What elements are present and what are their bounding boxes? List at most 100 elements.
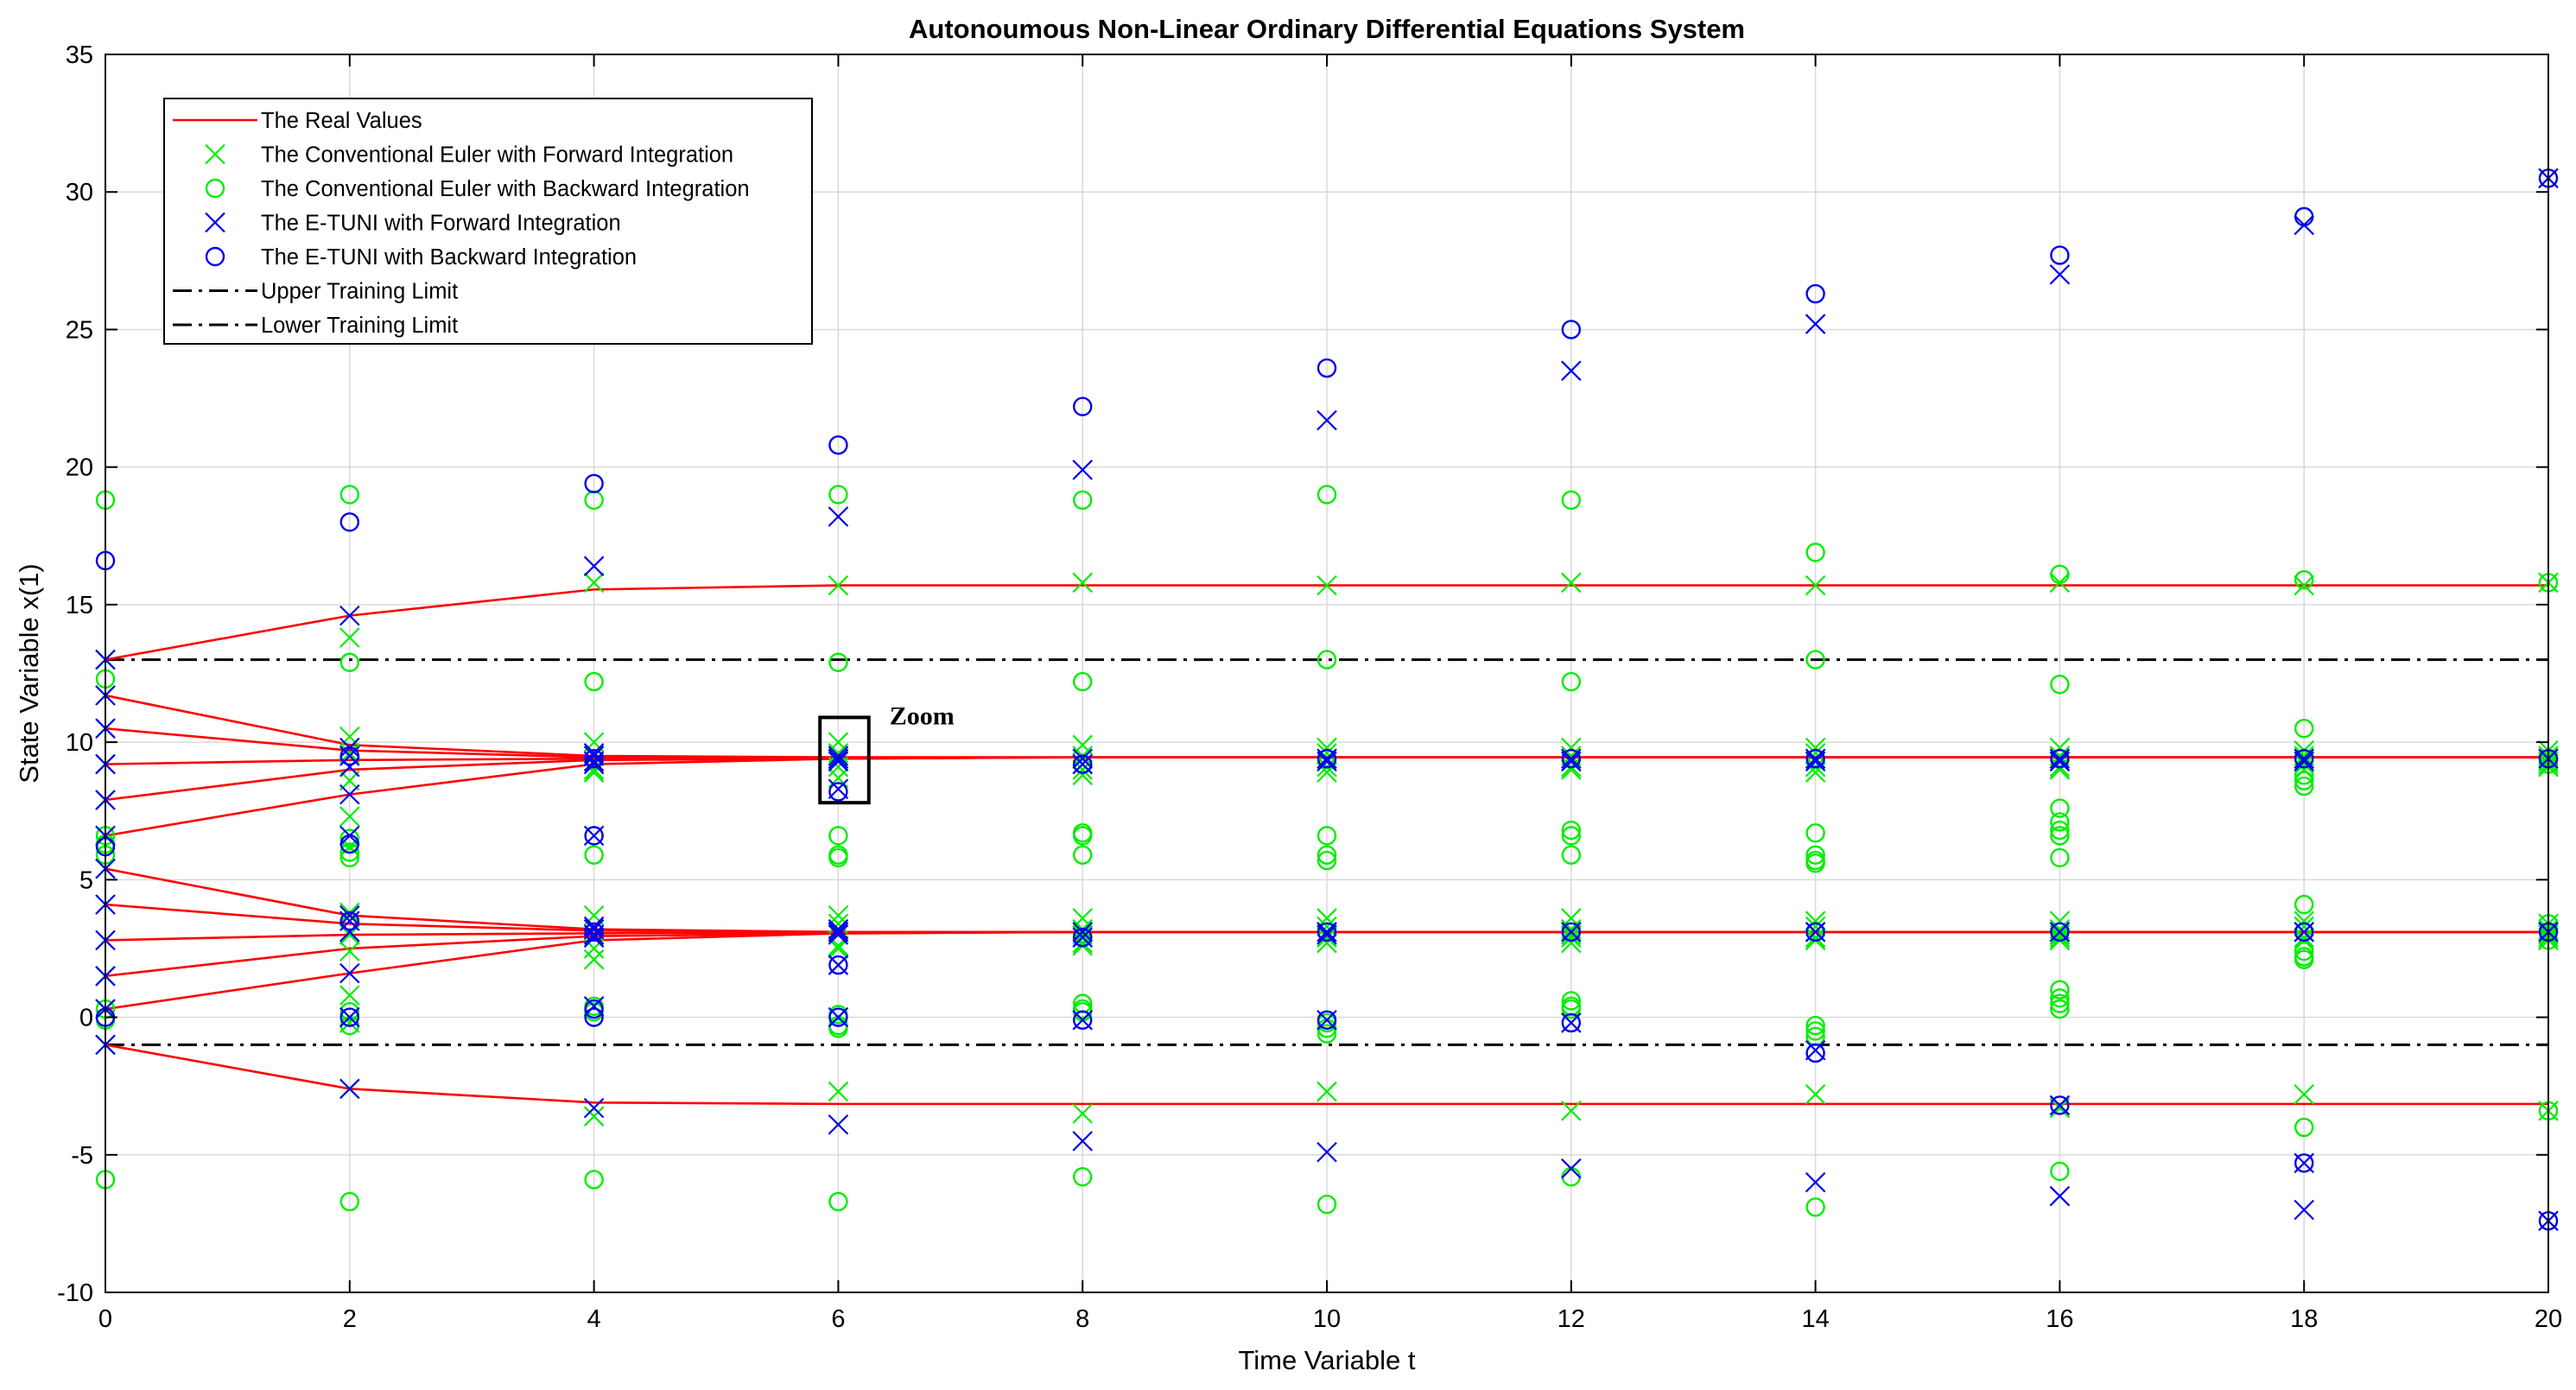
circle-marker-point (2294, 894, 2314, 915)
x-marker-point (583, 753, 605, 775)
circle-marker-point (1072, 671, 1093, 692)
x-marker-point (828, 756, 849, 778)
circle-marker-point (2294, 718, 2314, 739)
legend-box (163, 98, 813, 345)
circle-marker-point (1317, 826, 1337, 846)
x-marker-point (583, 1106, 605, 1127)
x-tick-label: 0 (98, 1305, 112, 1333)
legend-label: The Conventional Euler with Forward Inte… (261, 143, 733, 168)
y-tick-label: 35 (66, 41, 93, 69)
circle-marker-point (2050, 826, 2070, 846)
legend-entry: The Conventional Euler with Backward Int… (205, 177, 750, 201)
x-marker-point (1072, 572, 1093, 593)
circle-marker-point (205, 178, 225, 199)
x-marker-point (339, 784, 360, 805)
x-tick-label: 20 (2535, 1305, 2562, 1333)
zoom-box (818, 715, 871, 805)
circle-marker-point (1072, 928, 1093, 948)
x-marker-point (1072, 460, 1093, 480)
circle-marker-point (1561, 820, 1582, 841)
x-marker-point (339, 1078, 360, 1100)
x-marker-point (1072, 1103, 1093, 1124)
y-axis-title: State Variable x(1) (14, 563, 44, 783)
chart-title: Autonoumous Non-Linear Ordinary Differen… (909, 14, 1745, 44)
circle-marker-point (1805, 1015, 1825, 1036)
circle-marker-point (339, 834, 359, 854)
x-marker-point (583, 949, 605, 970)
circle-marker-point (1561, 490, 1582, 511)
x-marker-point (828, 918, 849, 940)
circle-marker-point (2050, 812, 2070, 832)
x-marker-point (1317, 1141, 1337, 1163)
circle-marker-point (1317, 1024, 1337, 1044)
circle-marker-point (1317, 650, 1337, 670)
legend-label: The Real Values (261, 109, 422, 133)
y-tick-label: 5 (79, 866, 93, 894)
x-marker-point (1805, 1083, 1826, 1105)
x-marker-point (1805, 751, 1826, 772)
x-marker-point (828, 924, 849, 945)
x-tick-label: 18 (2290, 1305, 2318, 1333)
circle-marker-point (2050, 675, 2070, 695)
circle-marker-point (584, 922, 604, 943)
x-marker-point (583, 555, 605, 577)
x-marker-point (1805, 574, 1826, 596)
circle-marker-point (2050, 1161, 2070, 1182)
x-marker-point (2049, 918, 2071, 940)
legend-label: Lower Training Limit (261, 314, 458, 338)
circle-marker-point (828, 826, 848, 846)
y-tick-label: 10 (66, 729, 93, 757)
x-marker-point (1317, 924, 1337, 945)
circle-marker-point (1805, 283, 1825, 304)
x-tick-label: 6 (831, 1305, 845, 1333)
circle-marker-point (339, 1007, 359, 1027)
legend-label: The E-TUNI with Backward Integration (261, 245, 637, 270)
x-marker-point (2294, 927, 2314, 948)
circle-marker-point (1561, 320, 1582, 340)
circle-marker-point (2294, 570, 2314, 590)
circle-marker-point (2294, 949, 2314, 969)
x-marker-point (1805, 314, 1826, 334)
x-marker-point (583, 924, 605, 945)
x-marker-point (583, 743, 605, 764)
legend-entry: The E-TUNI with Forward Integration (205, 212, 621, 236)
circle-marker-point (1317, 485, 1337, 505)
x-axis-title: Time Variable t (1238, 1345, 1415, 1375)
circle-marker-point (1805, 854, 1825, 873)
x-marker-point (339, 904, 360, 926)
x-marker-point (1072, 932, 1093, 954)
x-marker-point (1561, 924, 1582, 945)
zoom-annotation: Zoom (818, 701, 955, 805)
circle-marker-point (339, 1191, 359, 1212)
circle-marker-point (584, 1007, 604, 1027)
circle-marker-point (339, 911, 359, 931)
circle-marker-point (828, 782, 848, 802)
legend-label: Upper Training Limit (261, 280, 458, 304)
circle-marker-point (2294, 771, 2314, 790)
x-marker-point (339, 605, 360, 626)
circle-marker-point (1561, 991, 1582, 1011)
x-marker-point (339, 627, 360, 648)
x-marker-point (1317, 574, 1337, 596)
circle-marker-point (828, 1007, 848, 1027)
x-tick-label: 8 (1075, 1305, 1089, 1333)
x-marker-point (583, 927, 605, 948)
x-marker-point (2049, 751, 2071, 772)
real-value-line (105, 1044, 2548, 1106)
zoom-label: Zoom (890, 701, 955, 730)
circle-marker-point (1072, 1010, 1093, 1030)
circle-marker-point (205, 246, 225, 267)
x-marker-point (828, 913, 849, 935)
x-marker-point (583, 762, 605, 783)
circle-marker-point (1805, 822, 1825, 843)
x-marker-point (339, 806, 360, 827)
legend-label: The E-TUNI with Forward Integration (261, 212, 621, 236)
circle-marker-point (1561, 845, 1582, 865)
circle-marker-point (2050, 564, 2070, 585)
circle-marker-point (828, 955, 848, 975)
y-tick-label: -5 (71, 1142, 93, 1170)
x-marker-point (1561, 360, 1582, 381)
circle-marker-point (1805, 922, 1825, 943)
x-marker-point (828, 778, 849, 800)
x-marker-point (339, 962, 360, 984)
